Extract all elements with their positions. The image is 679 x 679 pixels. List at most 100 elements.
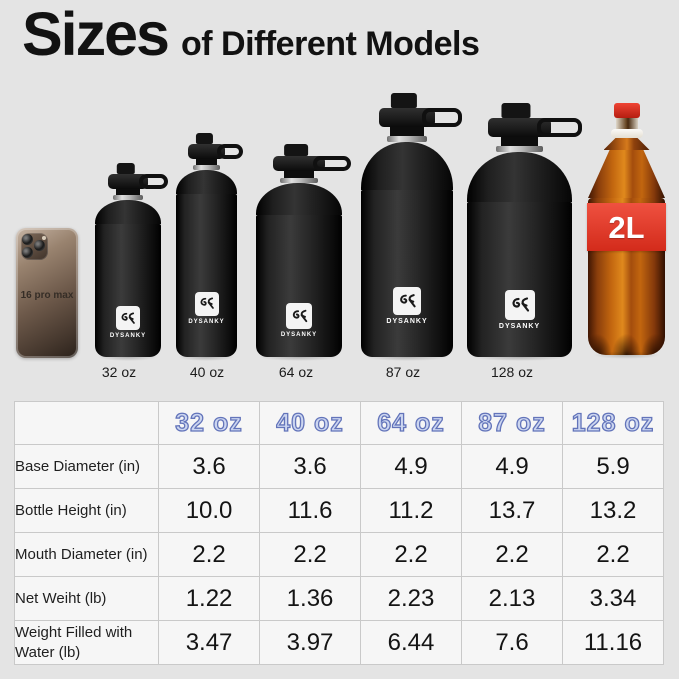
bottle-lid (379, 108, 463, 127)
row-label-cell: Bottle Height (in) (13, 488, 160, 533)
bottle-lid (188, 144, 244, 159)
camera-lens-icon (34, 240, 45, 251)
bottle-body: DYSANKY (95, 224, 161, 357)
bottle-handle (139, 174, 168, 189)
value-cell: 2.2 (360, 532, 463, 577)
bottle-lid (273, 156, 351, 171)
soda-neck (615, 118, 638, 129)
bottle-steel-ring (496, 145, 543, 152)
bottle-body: DYSANKY (467, 201, 572, 357)
row-label-cell: Mouth Diameter (in) (13, 532, 160, 577)
spec-table-row: Mouth Diameter (in) 2.2 2.2 2.2 2.2 2.2 (13, 532, 664, 577)
bottle-neck (283, 171, 315, 178)
bottle-steel-ring (193, 165, 220, 171)
size-column-header: 40 oz (259, 401, 362, 445)
bottle-steel-ring (280, 178, 318, 183)
brand-logo-mark-icon (286, 303, 312, 330)
phone-image: 16 pro max (16, 228, 78, 358)
brand-logo: DYSANKY (110, 306, 145, 339)
phone-camera-module (21, 233, 48, 260)
phone-label: 16 pro max (20, 290, 74, 301)
corner-cell (13, 401, 160, 445)
size-column-header: 64 oz (360, 401, 463, 445)
bottle-lid (488, 118, 583, 137)
bottle-spout-icon (391, 93, 417, 108)
soda-neck-lower (603, 138, 650, 150)
soda-bottle-image: 2L (587, 103, 666, 359)
value-cell: 3.47 (158, 620, 261, 665)
brand-logo: DYSANKY (281, 303, 316, 338)
value-cell: 3.6 (158, 444, 261, 489)
brand-name: DYSANKY (109, 333, 147, 340)
size-caption: 87 oz (385, 364, 421, 380)
bottle-body: DYSANKY (256, 215, 342, 357)
value-cell: 11.16 (562, 620, 664, 665)
bottle-image: DYSANKY (176, 133, 244, 361)
value-cell: 13.2 (562, 488, 664, 533)
value-cell: 2.2 (259, 532, 362, 577)
bottle-image: DYSANKY (95, 163, 168, 361)
bottle-handle (216, 144, 244, 159)
bottle-spout-icon (501, 103, 531, 118)
bottle-steel-ring (386, 135, 428, 142)
soda-volume-label: 2L (608, 209, 645, 245)
value-cell: 1.36 (259, 576, 362, 621)
size-caption: 40 oz (189, 364, 225, 380)
size-column-header: 32 oz (158, 401, 261, 445)
spec-table-container: 32 oz 40 oz 64 oz 87 oz 128 oz Base Diameter … (13, 401, 664, 665)
bottle-shoulder (176, 170, 237, 195)
size-column-header: 87 oz (461, 401, 563, 445)
bottle-handle (422, 108, 463, 127)
size-caption: 128 oz (490, 364, 534, 380)
brand-logo-mark-icon (194, 291, 219, 316)
brand-logo-mark-icon (393, 286, 421, 315)
value-cell: 4.9 (360, 444, 463, 489)
value-cell: 3.6 (259, 444, 362, 489)
title-sub: of Different Models (181, 25, 480, 63)
bottle-neck (390, 126, 424, 136)
bottle-body: DYSANKY (361, 189, 453, 357)
value-cell: 2.2 (562, 532, 664, 577)
bottle-shoulder (361, 141, 453, 190)
value-cell: 11.6 (259, 488, 362, 533)
spec-table-row: Bottle Height (in) 10.0 11.6 11.2 13.7 13.2 (13, 488, 664, 533)
row-label-cell: Weight Filled with Water (lb) (13, 620, 160, 665)
value-cell: 13.7 (461, 488, 563, 533)
brand-logo: DYSANKY (386, 286, 427, 325)
bottle-image: DYSANKY (361, 93, 463, 361)
soda-cap (613, 103, 640, 118)
value-cell: 2.23 (360, 576, 463, 621)
value-cell: 3.34 (562, 576, 664, 621)
row-label-cell: Base Diameter (in) (13, 444, 160, 489)
bottle-image: DYSANKY (256, 144, 351, 361)
size-caption: 32 oz (101, 364, 137, 380)
bottle-shoulder (95, 200, 161, 225)
soda-shoulder (588, 150, 665, 198)
value-cell: 5.9 (562, 444, 664, 489)
bottle-spout-icon (195, 133, 213, 145)
bottle-shoulder (256, 183, 342, 215)
bottle-handle (537, 118, 583, 137)
brand-name: DYSANKY (386, 317, 428, 325)
bottle-shoulder (467, 151, 572, 202)
spec-table-header-row: 32 oz 40 oz 64 oz 87 oz 128 oz (13, 401, 664, 445)
soda-collar (610, 129, 643, 138)
bottle-spout-icon (116, 163, 136, 175)
soda-body: 2L (587, 198, 666, 355)
value-cell: 2.2 (461, 532, 563, 577)
brand-name: DYSANKY (498, 323, 541, 331)
camera-flash-icon (42, 236, 46, 240)
spec-table: 32 oz 40 oz 64 oz 87 oz 128 oz Base Diameter … (13, 401, 664, 665)
bottle-neck (116, 188, 140, 196)
size-column-header: 128 oz (562, 401, 664, 445)
brand-name: DYSANKY (280, 332, 318, 339)
value-cell: 6.44 (360, 620, 463, 665)
spec-table-row: Net Weiht (lb) 1.22 1.36 2.23 2.13 3.34 (13, 576, 664, 621)
bottle-neck (500, 136, 539, 146)
bottle-steel-ring (113, 195, 143, 201)
spec-table-row: Weight Filled with Water (lb) 3.47 3.97 6.4… (13, 620, 664, 665)
title-main: Sizes (22, 0, 170, 68)
spec-table-row: Base Diameter (in) 3.6 3.6 4.9 4.9 5.9 (13, 444, 664, 489)
page-title: Sizes of Different Models (22, 0, 480, 68)
